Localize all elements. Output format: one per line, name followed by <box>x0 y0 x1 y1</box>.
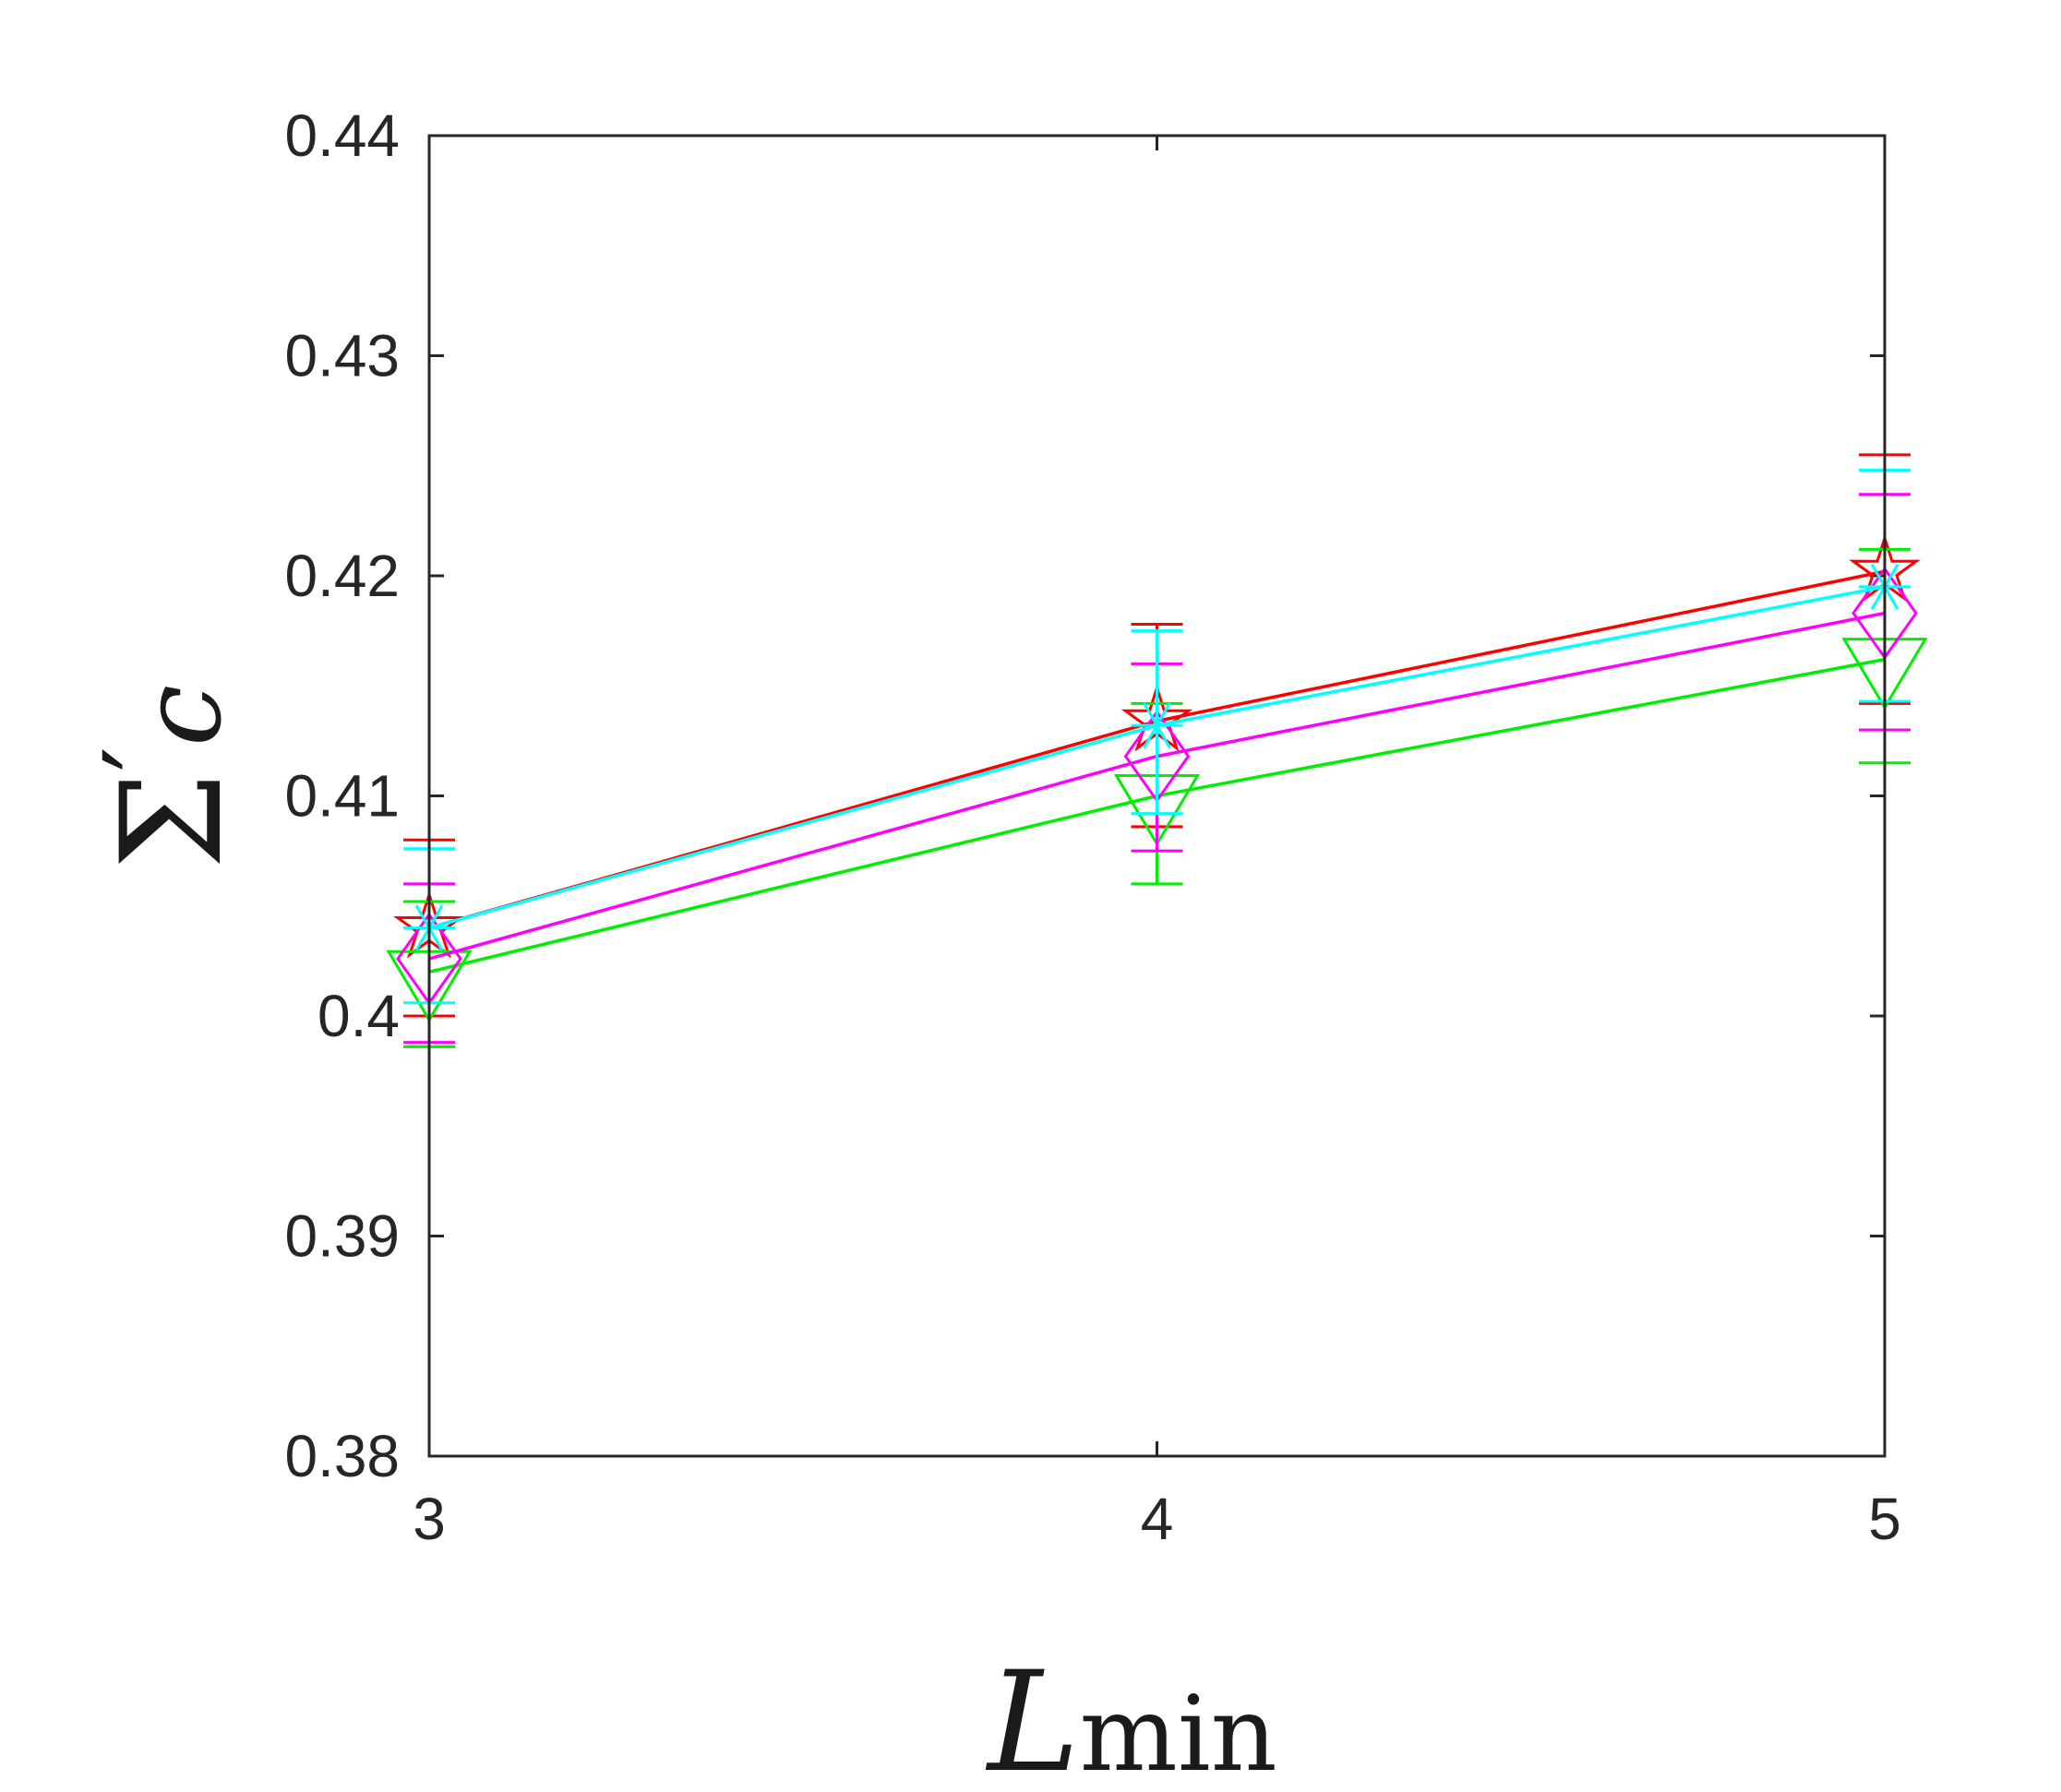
y-tick-label: 0.43 <box>284 323 400 389</box>
y-tick-label: 0.44 <box>284 102 400 169</box>
tick-labels: 0.38 0.39 0.4 0.41 0.42 0.43 0.44 3 4 5 <box>284 102 1900 1552</box>
y-tick-label: 0.42 <box>284 543 400 609</box>
y-tick-label: 0.4 <box>318 983 400 1049</box>
y-axis-title-subscript: c <box>118 685 246 747</box>
y-tick-label: 0.38 <box>284 1423 400 1489</box>
y-tick-label: 0.41 <box>284 763 400 830</box>
series-layer <box>386 453 1928 1048</box>
plot-area-frame <box>427 134 1887 1458</box>
x-axis-title-main: L <box>985 1643 1080 1792</box>
x-axis-title-subscript: min <box>1080 1675 1277 1792</box>
y-axis-title-sigma: Σ <box>92 771 253 869</box>
y-axis-title: Σ′c <box>81 685 253 870</box>
x-tick-label: 4 <box>1141 1486 1174 1552</box>
x-axis-title: Lmin <box>985 1643 1277 1792</box>
y-axis-title-prime: ′ <box>81 747 210 771</box>
data-point-asterisk <box>1131 702 1183 749</box>
y-tick-label: 0.39 <box>284 1203 400 1270</box>
x-tick-label: 5 <box>1868 1486 1901 1552</box>
x-tick-label: 3 <box>413 1486 446 1552</box>
